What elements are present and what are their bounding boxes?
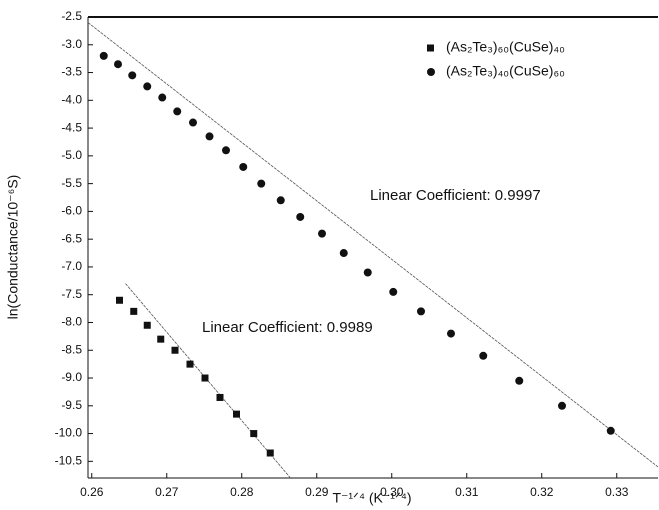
- point: [257, 179, 266, 188]
- y-tick-label: -9.0: [61, 370, 82, 384]
- fit-line: [125, 283, 291, 479]
- y-tick-label: -6.0: [61, 204, 82, 218]
- x-tick-label: 0.27: [155, 485, 179, 499]
- point: [558, 401, 566, 410]
- point: [114, 60, 122, 69]
- point: [216, 393, 224, 401]
- point: [130, 307, 138, 315]
- y-tick-label: -6.5: [61, 231, 82, 245]
- fit-line: [87, 22, 659, 468]
- x-tick-label: 0.33: [605, 485, 629, 499]
- x-tick-label: 0.30: [380, 485, 404, 499]
- legend-marker: [427, 68, 435, 76]
- y-tick-label: -5.0: [61, 148, 82, 162]
- y-tick-label: -5.5: [61, 176, 82, 190]
- point: [205, 132, 214, 141]
- y-tick-label: -10.5: [55, 454, 83, 468]
- point: [171, 346, 179, 354]
- x-tick-label: 0.32: [530, 485, 554, 499]
- point: [201, 374, 209, 382]
- point: [318, 229, 326, 238]
- point: [296, 212, 305, 221]
- y-tick-label: -9.5: [61, 398, 82, 412]
- point: [250, 430, 258, 438]
- point: [339, 249, 348, 258]
- y-tick-label: -8.5: [61, 342, 82, 356]
- point: [116, 296, 123, 304]
- x-tick-label: 0.29: [305, 485, 329, 499]
- x-tick-label: 0.28: [230, 485, 254, 499]
- point: [143, 82, 152, 91]
- x-axis-label: T⁻¹ᐟ⁴ (K⁻¹ᐟ⁴): [332, 490, 411, 506]
- point: [447, 329, 455, 338]
- legend-label: (As₂Te₃)₄₀(CuSe)₆₀: [446, 63, 565, 79]
- x-tick-label: 0.31: [455, 485, 479, 499]
- y-tick-label: -7.0: [61, 259, 82, 273]
- point: [189, 118, 197, 127]
- point: [233, 410, 240, 418]
- y-axis-label: ln(Conductance/10⁻⁶S): [5, 175, 21, 320]
- point: [417, 307, 425, 316]
- point: [128, 71, 137, 80]
- point: [479, 351, 488, 360]
- point: [143, 321, 151, 329]
- y-tick-label: -3.5: [61, 65, 82, 79]
- y-tick-label: -10.0: [55, 426, 83, 440]
- point: [363, 268, 372, 277]
- y-tick-label: -7.5: [61, 287, 82, 301]
- point: [266, 449, 274, 457]
- point: [99, 51, 108, 60]
- point: [239, 162, 248, 171]
- y-tick-label: -4.5: [61, 120, 82, 134]
- point: [173, 107, 182, 116]
- point: [389, 287, 398, 296]
- point: [276, 196, 285, 205]
- annotation: Linear Coefficient: 0.9997: [370, 187, 541, 204]
- legend-marker: [427, 44, 434, 52]
- point: [222, 146, 230, 155]
- y-tick-label: -3.0: [61, 37, 82, 51]
- y-tick-label: -8.0: [61, 315, 82, 329]
- point: [606, 426, 615, 435]
- x-tick-label: 0.26: [80, 485, 104, 499]
- y-tick-label: -4.0: [61, 92, 82, 106]
- point: [158, 93, 167, 102]
- annotation: Linear Coefficient: 0.9989: [202, 319, 373, 336]
- point: [186, 360, 194, 368]
- legend-label: (As₂Te₃)₆₀(CuSe)₄₀: [446, 39, 565, 55]
- point: [157, 335, 165, 343]
- y-tick-label: -2.5: [61, 9, 82, 23]
- point: [515, 376, 524, 385]
